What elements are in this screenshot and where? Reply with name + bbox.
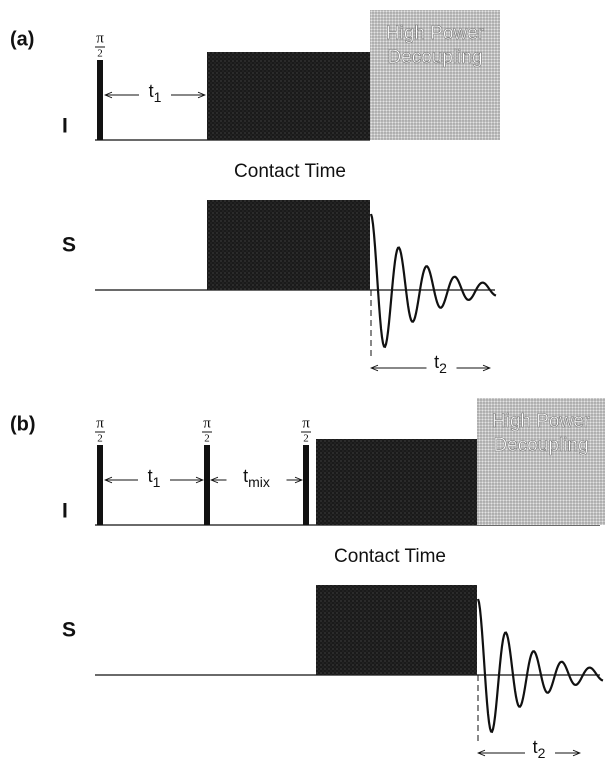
time-subscript: 1: [154, 89, 162, 105]
channel-label: I: [62, 115, 68, 138]
panel-label: (a): [10, 28, 34, 50]
time-subscript: 2: [538, 745, 546, 761]
acquisition-label: t2: [533, 737, 546, 761]
panel-label: (b): [10, 413, 36, 435]
time-subscript: 1: [153, 474, 161, 490]
pulse-numerator: π: [302, 415, 310, 431]
contact-block: [207, 200, 370, 290]
time-symbol: t: [149, 81, 154, 101]
fid-signal: [369, 213, 497, 349]
fid-signal: [476, 598, 604, 734]
delay-label: t1: [149, 81, 162, 105]
contact-time-label: Contact Time: [234, 161, 346, 182]
contact-block: [207, 52, 370, 140]
time-symbol: t: [243, 466, 248, 486]
pulse-denominator: 2: [204, 433, 210, 445]
time-symbol: t: [148, 466, 153, 486]
time-subscript: 2: [439, 360, 447, 376]
decoupling-block: [477, 398, 605, 525]
decoupling-text: Decoupling: [387, 47, 482, 68]
pulse: [204, 445, 210, 525]
time-subscript: mix: [248, 474, 270, 490]
panel: (b) I S High Power Decoupling Contact Time π 2 π…: [10, 398, 605, 761]
pulse-denominator: 2: [303, 433, 309, 445]
pulse-denominator: 2: [97, 433, 103, 445]
decoupling-text: High Power: [492, 411, 591, 432]
pulse: [97, 60, 103, 140]
delay-label: t1: [148, 466, 161, 490]
pulse-numerator: π: [96, 415, 104, 431]
decoupling-text: Decoupling: [493, 435, 588, 456]
time-symbol: t: [533, 737, 538, 757]
delay-label: tmix: [243, 466, 270, 490]
pulse-denominator: 2: [97, 48, 103, 60]
contact-time-label: Contact Time: [334, 546, 446, 567]
channel-label: S: [62, 619, 76, 642]
contact-block: [316, 585, 477, 675]
pulse-numerator: π: [203, 415, 211, 431]
decoupling-text: High Power: [386, 23, 485, 44]
channel-label: I: [62, 500, 68, 523]
pulse: [303, 445, 309, 525]
decoupling-block: [370, 10, 500, 140]
pulse: [97, 445, 103, 525]
acquisition-label: t2: [434, 352, 447, 376]
channel-label: S: [62, 234, 76, 257]
time-symbol: t: [434, 352, 439, 372]
pulse-numerator: π: [96, 30, 104, 46]
contact-block: [316, 439, 477, 525]
